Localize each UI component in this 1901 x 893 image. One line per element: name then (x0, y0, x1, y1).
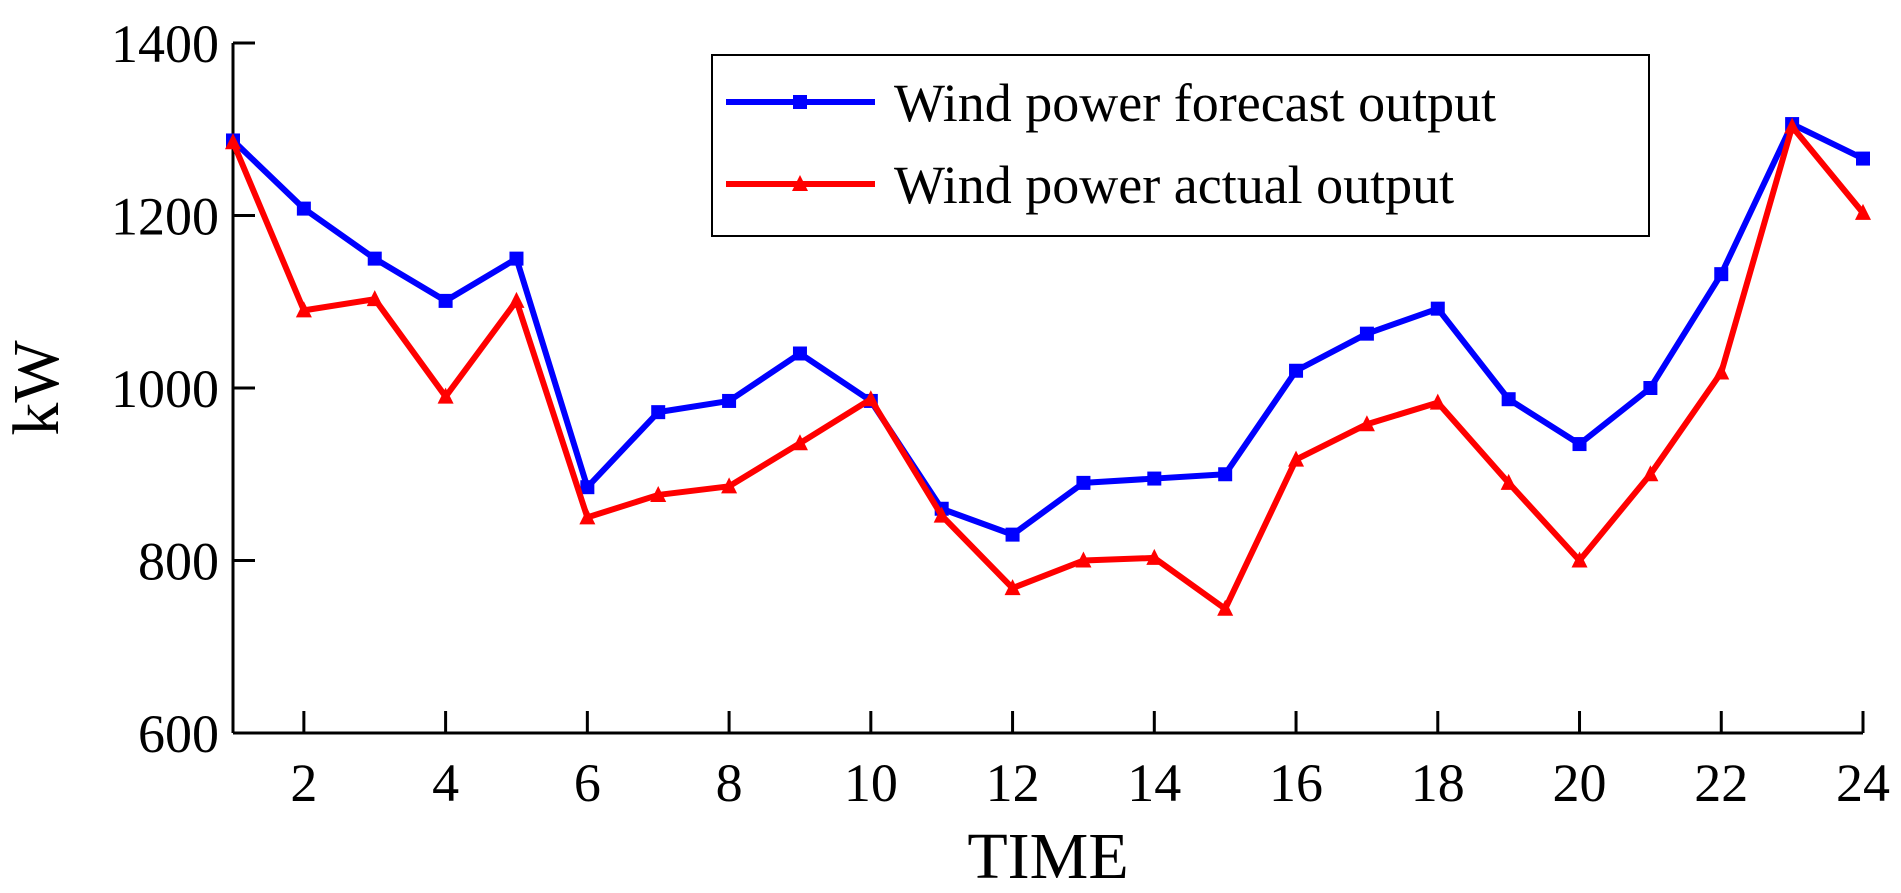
data-point (1218, 467, 1233, 482)
data-point (1004, 579, 1021, 596)
data-point (722, 393, 737, 408)
data-point (1288, 450, 1305, 467)
x-tick-label: 20 (1553, 753, 1607, 813)
tick-marks (233, 41, 1865, 735)
chart-legend: Wind power forecast output Wind power act… (711, 54, 1650, 237)
x-tick-label: 22 (1694, 753, 1748, 813)
data-point (1642, 465, 1659, 482)
data-point (1500, 473, 1517, 490)
series-layer (225, 117, 1871, 616)
data-point (651, 405, 666, 420)
data-point (1146, 548, 1163, 565)
data-point (1217, 599, 1234, 616)
data-point (1429, 393, 1446, 410)
data-point (862, 390, 879, 407)
data-point (650, 485, 667, 502)
x-tick-label: 2 (290, 753, 317, 813)
data-point (1075, 551, 1092, 568)
y-tick-label: 1400 (111, 14, 219, 74)
data-point (367, 251, 382, 266)
data-point (1784, 117, 1801, 134)
data-point (437, 387, 454, 404)
data-point (1358, 415, 1375, 432)
legend-entry: Wind power actual output (726, 155, 1454, 215)
y-axis-title: kW (0, 340, 73, 436)
data-point (508, 291, 525, 308)
x-axis-title: TIME (967, 820, 1128, 893)
data-point (791, 434, 808, 451)
data-point (1005, 527, 1020, 542)
data-point (1076, 475, 1091, 490)
series-actual (225, 117, 1871, 616)
y-tick-label: 800 (138, 532, 219, 592)
y-tick-label: 1000 (111, 359, 219, 419)
series-line (230, 121, 1865, 538)
legend-label: Wind power forecast output (894, 73, 1496, 133)
data-point (1714, 267, 1729, 282)
data-point (1430, 301, 1445, 316)
legend-marker (792, 175, 808, 191)
data-point (1571, 551, 1588, 568)
data-point (1713, 363, 1730, 380)
data-point (225, 133, 241, 150)
x-tick-label: 6 (574, 753, 601, 813)
data-point (580, 480, 595, 495)
data-point (366, 290, 383, 307)
data-point (933, 506, 950, 523)
x-tick-label: 10 (844, 753, 898, 813)
data-point (1856, 151, 1870, 166)
y-tick-label: 1200 (111, 187, 219, 247)
data-point (1572, 437, 1587, 452)
series-line (230, 123, 1866, 612)
data-point (579, 508, 596, 525)
y-tick-label: 600 (138, 704, 219, 764)
legend-label: Wind power actual output (894, 155, 1454, 215)
legend-entries: Wind power forecast output Wind power act… (726, 73, 1496, 215)
legend-marker (793, 95, 807, 109)
data-point (1855, 203, 1871, 220)
data-point (295, 301, 312, 318)
legend-entry: Wind power forecast output (726, 73, 1496, 133)
data-point (1643, 381, 1658, 395)
data-point (296, 201, 311, 216)
data-point (509, 251, 524, 266)
x-tick-label: 16 (1269, 753, 1323, 813)
data-point (792, 346, 807, 361)
x-tick-label: 18 (1411, 753, 1465, 813)
data-point (1147, 471, 1162, 486)
legend-box (711, 54, 1650, 237)
data-point (721, 477, 738, 494)
data-point (1501, 392, 1516, 407)
x-tick-label: 14 (1127, 753, 1181, 813)
x-tick-label: 24 (1836, 753, 1890, 813)
data-point (1359, 326, 1374, 341)
x-tick-label: 8 (716, 753, 743, 813)
data-point (438, 293, 453, 308)
x-tick-label: 4 (432, 753, 459, 813)
x-tick-label: 12 (986, 753, 1040, 813)
data-point (1289, 363, 1304, 378)
